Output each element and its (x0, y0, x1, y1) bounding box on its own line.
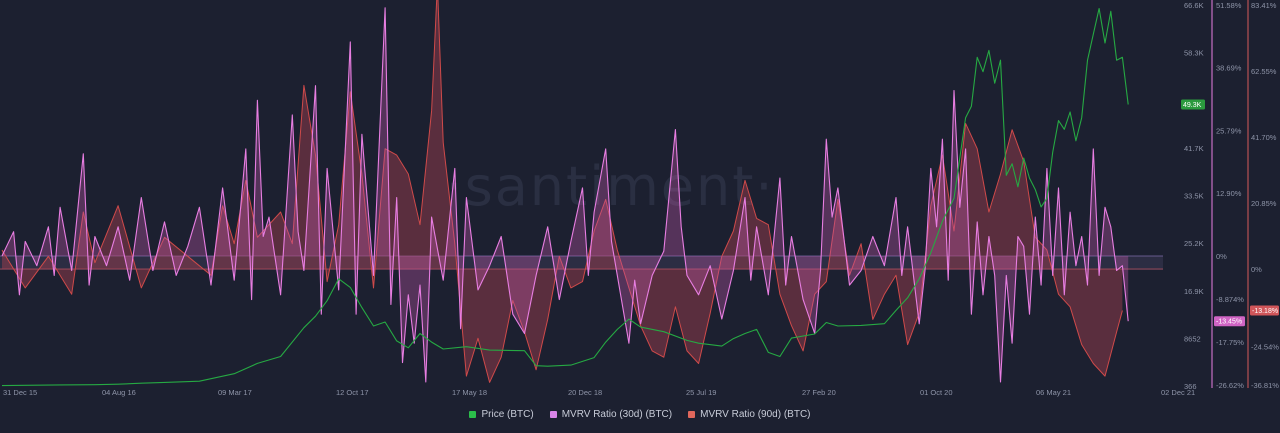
mvrv30-current-badge (1214, 316, 1245, 327)
mvrv90-axis-tick: -36.81% (1251, 381, 1279, 390)
price-current-badge (1181, 99, 1205, 110)
price-axis-tick: 66.6K (1184, 1, 1204, 10)
legend-item-mvrv30[interactable]: MVRV Ratio (30d) (BTC) (549, 409, 673, 420)
x-axis-tick: 27 Feb 20 (802, 388, 836, 397)
price-axis-tick: 41.7K (1184, 144, 1204, 153)
price-axis-tick: 33.5K (1184, 191, 1204, 200)
price-axis-tick: 25.2K (1184, 239, 1204, 248)
chart-area[interactable]: ·santiment· 66.6K 58.3K 41.7K 33.5K 25.2K 16.… (0, 0, 1280, 409)
mvrv30-line (1, 7, 1129, 383)
legend-label-mvrv30: MVRV Ratio (30d) (BTC) (561, 409, 673, 420)
x-axis-tick: 25 Jul 19 (686, 388, 716, 397)
x-axis-tick: 06 May 21 (1036, 388, 1071, 397)
price-axis-tick: 8652 (1184, 334, 1201, 343)
mvrv30-axis-tick: 0% (1216, 252, 1227, 261)
mvrv90-current-badge (1250, 305, 1279, 316)
x-axis-tick: 20 Dec 18 (568, 388, 602, 397)
mvrv90-axis-tick: 62.55% (1251, 67, 1277, 76)
legend-item-price[interactable]: Price (BTC) (469, 409, 534, 420)
legend-swatch-mvrv90 (688, 411, 696, 418)
zero-band (0, 256, 1163, 270)
mvrv90-axis-tick: 41.70% (1251, 133, 1277, 142)
y-axis-ticks: 66.6K 58.3K 41.7K 33.5K 25.2K 16.9K 8652 366 51.… (1184, 1, 1279, 391)
price-series (1, 7, 1129, 387)
mvrv30-axis-tick: 25.79% (1216, 127, 1242, 136)
mvrv90-line (1, 0, 1123, 383)
mvrv30-current-badge-text: -13.45% (1216, 319, 1242, 326)
legend-label-price: Price (BTC) (481, 409, 534, 420)
x-axis-tick: 02 Dec 21 (1161, 388, 1195, 397)
current-value-badges: 49.3K -13.45% -13.18% (1181, 99, 1279, 327)
price-axis-tick: 366 (1184, 382, 1197, 391)
legend-swatch-mvrv30 (549, 411, 557, 418)
price-line (1, 7, 1129, 387)
x-axis-tick: 01 Oct 20 (920, 388, 953, 397)
legend-label-mvrv90: MVRV Ratio (90d) (BTC) (700, 409, 811, 420)
x-axis-tick: 09 Mar 17 (218, 388, 252, 397)
mvrv30-axis-tick: -8.874% (1216, 295, 1244, 304)
mvrv30-series (1, 7, 1129, 383)
mvrv90-axis-tick: -24.54% (1251, 342, 1279, 351)
mvrv30-axis-tick: 38.69% (1216, 64, 1242, 73)
watermark: ·santiment· (445, 155, 774, 218)
mvrv30-axis-tick: -17.75% (1216, 338, 1244, 347)
mvrv30-axis-tick: 51.58% (1216, 1, 1242, 10)
legend-swatch-price (469, 411, 477, 418)
price-current-badge-text: 49.3K (1183, 102, 1202, 109)
mvrv90-axis-tick: 20.85% (1251, 199, 1277, 208)
legend-item-mvrv90[interactable]: MVRV Ratio (90d) (BTC) (688, 409, 811, 420)
mvrv90-current-badge-text: -13.18% (1252, 308, 1278, 315)
mvrv30-axis-tick: 12.90% (1216, 189, 1242, 198)
x-axis-ticks: 31 Dec 15 04 Aug 16 09 Mar 17 12 Oct 17 17 M… (3, 388, 1195, 397)
mvrv30-axis-tick: -26.62% (1216, 381, 1244, 390)
legend: Price (BTC) MVRV Ratio (30d) (BTC) MVRV … (0, 409, 1280, 420)
x-axis-tick: 31 Dec 15 (3, 388, 37, 397)
x-axis-tick: 04 Aug 16 (102, 388, 136, 397)
price-axis-tick: 58.3K (1184, 49, 1204, 58)
mvrv90-axis-tick: 83.41% (1251, 1, 1277, 10)
mvrv90-series (1, 0, 1123, 383)
x-axis-tick: 17 May 18 (452, 388, 487, 397)
x-axis-tick: 12 Oct 17 (336, 388, 369, 397)
mvrv90-axis-tick: 0% (1251, 265, 1262, 274)
price-axis-tick: 16.9K (1184, 287, 1204, 296)
